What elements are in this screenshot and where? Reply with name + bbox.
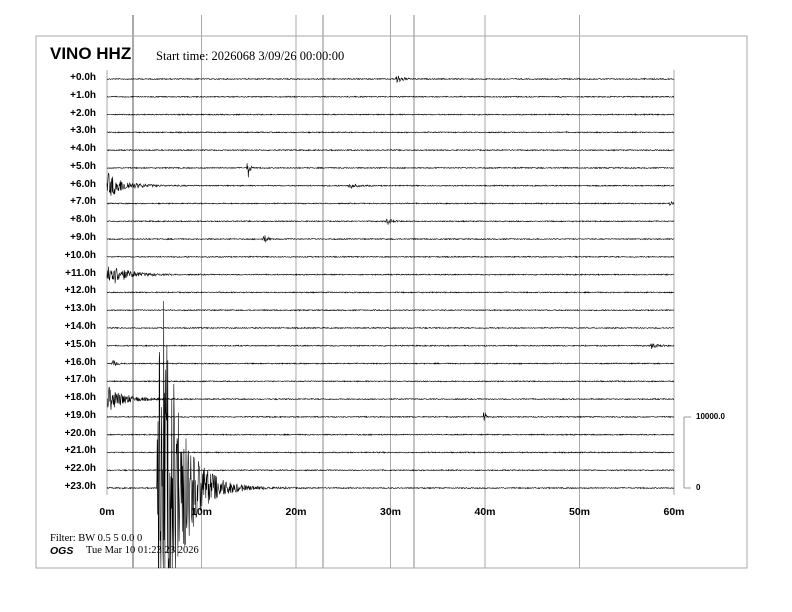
row-label: +14.0h <box>64 320 96 332</box>
trace-row-9 <box>106 235 675 243</box>
filter-info: Filter: BW 0.5 5 0.0 0 <box>50 533 143 544</box>
row-label: +5.0h <box>70 160 96 172</box>
row-label: +13.0h <box>64 303 96 315</box>
trace-row-20 <box>106 433 675 437</box>
row-label: +7.0h <box>70 196 96 208</box>
row-label: +4.0h <box>70 143 96 155</box>
row-label: +11.0h <box>65 267 96 279</box>
scale-bottom-label: 0 <box>696 483 701 492</box>
agency-logo: OGS <box>50 545 74 557</box>
trace-row-5 <box>106 163 675 178</box>
trace-row-19 <box>106 412 675 421</box>
trace-row-13 <box>106 308 675 312</box>
scale-top-label: 10000.0 <box>696 412 725 421</box>
row-label: +21.0h <box>64 445 96 457</box>
trace-row-6 <box>106 172 675 196</box>
trace-row-1 <box>106 95 675 99</box>
x-tick-label: 30m <box>379 506 402 518</box>
row-label: +12.0h <box>64 285 96 297</box>
row-label: +16.0h <box>64 356 96 368</box>
trace-row-3 <box>106 130 675 134</box>
trace-row-4 <box>106 148 675 152</box>
trace-row-8 <box>106 218 675 225</box>
trace-row-2 <box>106 113 675 116</box>
seismic-traces <box>106 75 675 569</box>
row-label: +0.0h <box>70 72 96 83</box>
trace-row-0 <box>106 75 675 83</box>
x-tick-label: 50m <box>568 506 591 518</box>
station-title: VINO HHZ <box>50 44 132 63</box>
row-label: +23.0h <box>64 481 96 492</box>
plot-timestamp: Tue Mar 10 01:23:23 2026 <box>86 545 199 556</box>
row-label: +19.0h <box>64 409 96 421</box>
trace-row-12 <box>106 290 675 294</box>
trace-row-23 <box>106 300 675 569</box>
start-time: Start time: 2026068 3/09/26 00:00:00 <box>156 49 345 63</box>
row-label: +3.0h <box>70 125 96 137</box>
row-label: +22.0h <box>64 463 96 475</box>
scale-bar <box>683 416 691 489</box>
row-label: +9.0h <box>70 232 96 244</box>
trace-row-7 <box>106 201 675 207</box>
trace-row-17 <box>106 379 675 383</box>
row-label: +17.0h <box>64 374 96 386</box>
trace-row-15 <box>106 343 675 349</box>
trace-row-22 <box>106 468 675 472</box>
row-label: +6.0h <box>70 178 96 190</box>
trace-row-11 <box>106 266 675 284</box>
plot-border <box>35 35 748 569</box>
trace-row-18 <box>106 386 675 410</box>
row-label: +20.0h <box>64 427 96 439</box>
trace-row-10 <box>106 255 675 259</box>
row-label: +18.0h <box>64 392 96 404</box>
trace-row-16 <box>106 359 675 367</box>
row-label: +2.0h <box>70 107 96 119</box>
x-tick-label: 40m <box>474 506 496 518</box>
row-label: +1.0h <box>70 89 96 101</box>
grid-lines <box>106 15 675 568</box>
x-tick-label: 0m <box>99 506 115 518</box>
row-label: +10.0h <box>64 249 96 261</box>
row-label: +15.0h <box>64 338 96 350</box>
x-tick-label: 60m <box>663 506 685 518</box>
x-tick-label: 20m <box>285 506 307 518</box>
x-tick-label: 10m <box>190 506 213 518</box>
row-label: +8.0h <box>70 214 96 226</box>
trace-row-21 <box>106 451 675 454</box>
trace-row-14 <box>106 326 675 330</box>
